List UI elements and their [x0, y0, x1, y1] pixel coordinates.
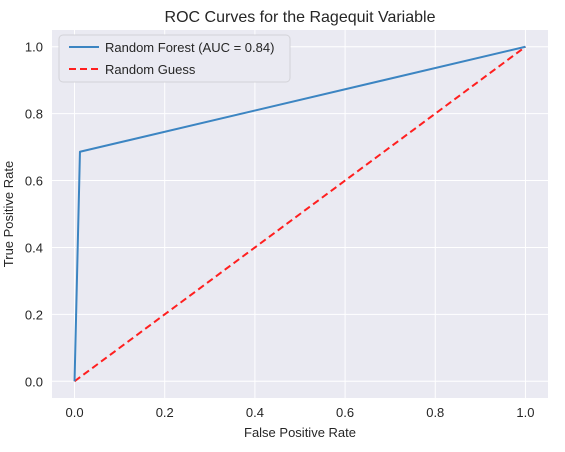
y-tick-label: 0.8	[25, 107, 43, 122]
legend-label-random-forest: Random Forest (AUC = 0.84)	[105, 40, 274, 55]
y-axis-label: True Positive Rate	[1, 161, 16, 267]
y-tick-label: 0.6	[25, 174, 43, 189]
series-line-random-forest	[73, 45, 526, 382]
y-tick-label: 0.4	[25, 240, 43, 255]
chart-title: ROC Curves for the Ragequit Variable	[165, 9, 436, 26]
legend: Random Forest (AUC = 0.84) Random Guess	[58, 34, 291, 83]
x-axis-label: False Positive Rate	[244, 425, 356, 440]
x-tick-label: 0.8	[426, 405, 444, 420]
x-tick-label: 1.0	[516, 405, 534, 420]
x-tick-label: 0.0	[66, 405, 84, 420]
grid-lines	[52, 30, 548, 398]
y-tick-label: 0.2	[25, 307, 43, 322]
y-tick-label: 0.0	[25, 374, 43, 389]
x-tick-label: 0.2	[156, 405, 174, 420]
legend-box	[58, 34, 291, 83]
y-tick-label: 1.0	[25, 40, 43, 55]
x-tick-label: 0.6	[336, 405, 354, 420]
series-line-random-guess	[73, 45, 527, 383]
tick-labels: 0.0 0.2 0.4 0.6 0.8 1.0 0.0 0.2 0.4 0.6 0.8 1.0	[25, 40, 535, 420]
series-layer	[73, 45, 527, 383]
x-tick-label: 0.4	[246, 405, 264, 420]
legend-label-random-guess: Random Guess	[105, 62, 196, 77]
